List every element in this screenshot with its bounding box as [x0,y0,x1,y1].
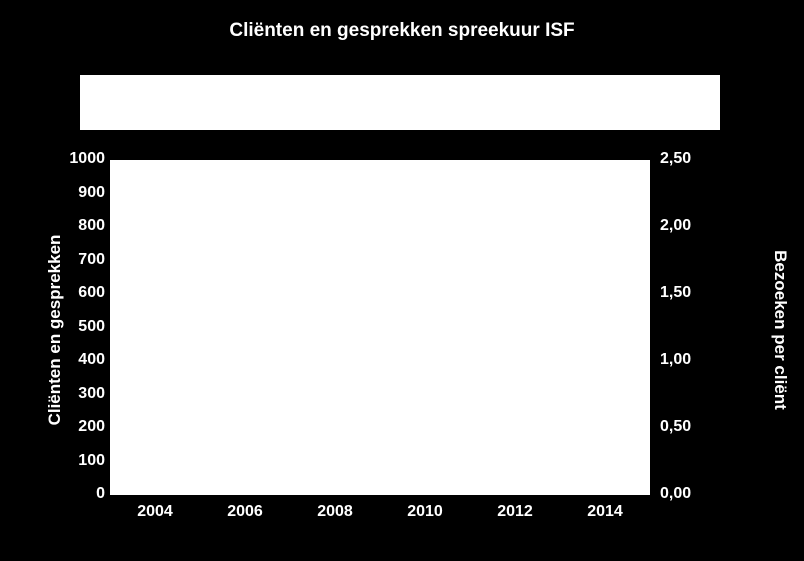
left-y-tick-label: 800 [55,217,105,235]
right-y-tick-label: 1,50 [660,284,720,302]
right-y-tick-label: 2,50 [660,150,720,168]
right-y-tick-label: 1,00 [660,351,720,369]
chart-title: Cliënten en gesprekken spreekuur ISF [0,20,804,42]
left-y-tick-label: 200 [55,418,105,436]
x-tick-label: 2014 [575,503,635,521]
x-tick-label: 2010 [395,503,455,521]
x-tick-label: 2004 [125,503,185,521]
left-y-tick-label: 700 [55,251,105,269]
chart-container: Cliënten en gesprekken spreekuur ISF Cli… [0,0,804,561]
right-y-axis-label: Bezoeken per cliënt [770,200,790,460]
right-y-tick-label: 0,50 [660,418,720,436]
left-y-tick-label: 600 [55,284,105,302]
legend-area [80,75,720,130]
left-y-tick-label: 900 [55,184,105,202]
left-y-tick-label: 400 [55,351,105,369]
plot-area [110,160,650,495]
right-y-tick-label: 2,00 [660,217,720,235]
x-tick-label: 2006 [215,503,275,521]
right-y-tick-label: 0,00 [660,485,720,503]
left-y-tick-label: 300 [55,385,105,403]
left-y-tick-label: 1000 [55,150,105,168]
left-y-tick-label: 0 [55,485,105,503]
left-y-tick-label: 100 [55,452,105,470]
left-y-tick-label: 500 [55,318,105,336]
x-tick-label: 2012 [485,503,545,521]
x-tick-label: 2008 [305,503,365,521]
